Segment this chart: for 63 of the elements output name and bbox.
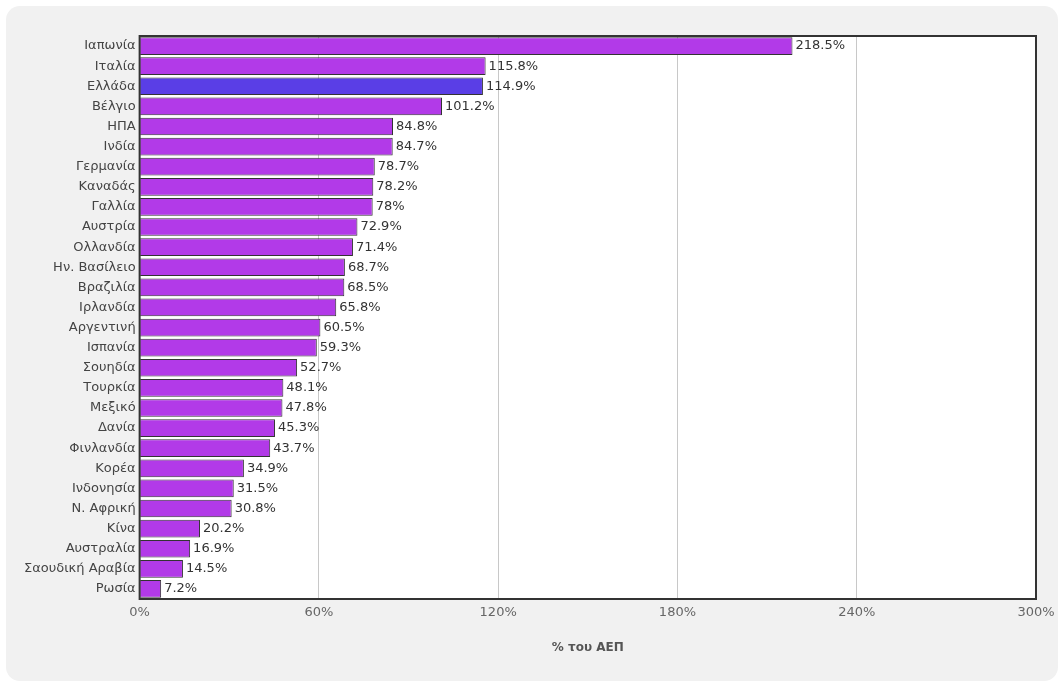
- x-tick-label: 120%: [479, 604, 517, 620]
- y-tick-label: Φινλανδία: [69, 439, 136, 455]
- y-tick-label: Ιαπωνία: [84, 37, 136, 53]
- data-label: 52.7%: [300, 359, 342, 375]
- x-tick-label: 300%: [1017, 604, 1055, 620]
- y-tick-label: Τουρκία: [82, 379, 136, 395]
- data-label: 43.7%: [273, 439, 315, 455]
- y-tick-label: Ην. Βασίλειο: [53, 258, 136, 274]
- y-tick-label: Σουηδία: [82, 359, 136, 375]
- y-tick-label: Ιταλία: [94, 57, 136, 73]
- data-label: 68.7%: [347, 258, 390, 274]
- data-label: 7.2%: [164, 580, 198, 596]
- y-tick-label: Αυστρία: [81, 218, 136, 234]
- x-tick-label: 180%: [658, 604, 697, 620]
- x-axis-title: % του ΑΕΠ: [551, 639, 624, 654]
- y-tick-label: Αργεντινή: [68, 318, 136, 334]
- data-label: 65.8%: [339, 298, 381, 314]
- data-label: 47.8%: [285, 399, 327, 415]
- y-tick-label: Αυστραλία: [65, 540, 136, 556]
- y-tick-label: Βραζιλία: [77, 278, 136, 294]
- data-label: 48.1%: [286, 379, 328, 395]
- data-label: 78%: [375, 198, 405, 214]
- y-tick-label: Δανία: [97, 419, 136, 435]
- data-label: 59.3%: [319, 339, 362, 355]
- y-tick-label: Βέλγιο: [91, 97, 136, 113]
- y-tick-label: Ισπανία: [86, 339, 136, 355]
- y-tick-label: Ρωσία: [95, 580, 136, 596]
- y-tick-label: Καναδάς: [78, 178, 136, 194]
- data-label: 78.7%: [377, 158, 420, 174]
- y-tick-label: Κορέα: [95, 459, 136, 475]
- y-tick-label: Ελλάδα: [86, 77, 136, 93]
- y-tick-label: Σαουδική Αραβία: [24, 560, 136, 576]
- y-tick-label: Μεξικό: [90, 399, 136, 415]
- data-label: 16.9%: [193, 540, 235, 556]
- data-label: 72.9%: [360, 218, 402, 234]
- data-label: 20.2%: [202, 520, 245, 535]
- data-label: 218.5%: [795, 37, 846, 53]
- x-tick-label: 60%: [304, 604, 334, 620]
- data-label: 101.2%: [445, 97, 495, 113]
- data-label: 71.4%: [355, 238, 398, 254]
- data-label: 30.8%: [234, 499, 276, 515]
- y-tick-label: Γαλλία: [91, 198, 136, 214]
- y-tick-label: Γερμανία: [76, 158, 136, 174]
- x-tick-label: 0%: [129, 604, 150, 620]
- data-label: 31.5%: [236, 479, 279, 495]
- y-tick-label: Ολλανδία: [73, 238, 136, 254]
- data-label: 45.3%: [277, 419, 320, 435]
- y-tick-label: ΗΠΑ: [107, 117, 136, 133]
- y-tick-label: Ν. Αφρική: [71, 499, 136, 515]
- y-tick-label: Ιρλανδία: [79, 298, 136, 314]
- data-label: 14.5%: [185, 560, 228, 576]
- data-label: 114.9%: [485, 77, 536, 93]
- data-label: 115.8%: [488, 57, 539, 73]
- data-label: 84.7%: [395, 137, 438, 153]
- y-tick-label: Κίνα: [106, 520, 136, 535]
- x-tick-label: 240%: [838, 604, 876, 620]
- data-label: 78.2%: [376, 178, 418, 194]
- data-label: 34.9%: [246, 459, 289, 475]
- data-label: 60.5%: [323, 318, 365, 334]
- data-label: 84.8%: [396, 117, 438, 133]
- y-tick-label: Ινδία: [103, 137, 136, 153]
- y-tick-label: Ινδονησία: [71, 479, 136, 495]
- data-label: 68.5%: [347, 278, 389, 294]
